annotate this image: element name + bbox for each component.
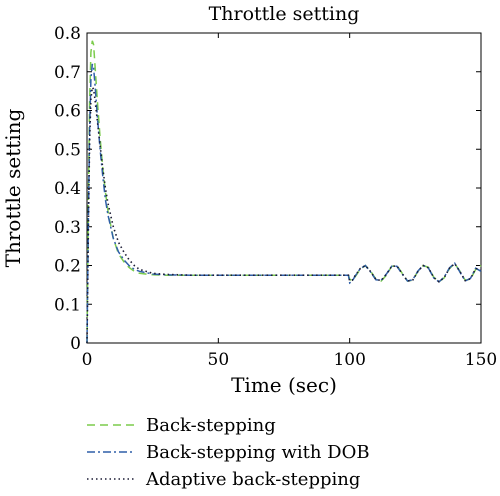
axis-ticks: 0 50 100 150 0 0.1 0.2 0.3 0.4 0.5 0.6 0.7 0.8 [54,24,497,370]
x-tick-label: 150 [465,350,497,370]
chart-title: Throttle setting [209,3,360,25]
y-tick-label: 0.5 [54,140,81,160]
y-tick-label: 0 [70,334,81,354]
series-layer [86,40,482,344]
y-tick-label: 0.7 [54,63,81,83]
legend: Back-stepping Back-stepping with DOB Adapt… [87,415,370,490]
y-tick-label: 0.8 [54,24,81,44]
x-tick-label: 50 [208,350,230,370]
y-tick-label: 0.3 [54,218,81,238]
x-axis-label: Time (sec) [231,373,337,397]
legend-label-2: Back-stepping with DOB [146,442,370,463]
y-tick-label: 0.1 [54,295,81,315]
legend-label-1: Back-stepping [146,415,276,436]
x-tick-label: 0 [82,350,93,370]
y-tick-label: 0.2 [54,257,81,277]
x-tick-label: 100 [333,350,365,370]
plot-area [86,32,482,344]
series-line-3 [86,85,482,344]
y-tick-label: 0.6 [54,102,81,122]
y-axis-label: Throttle setting [1,108,25,267]
y-tick-label: 0.4 [54,179,81,199]
legend-label-3: Adaptive back-stepping [145,469,360,490]
